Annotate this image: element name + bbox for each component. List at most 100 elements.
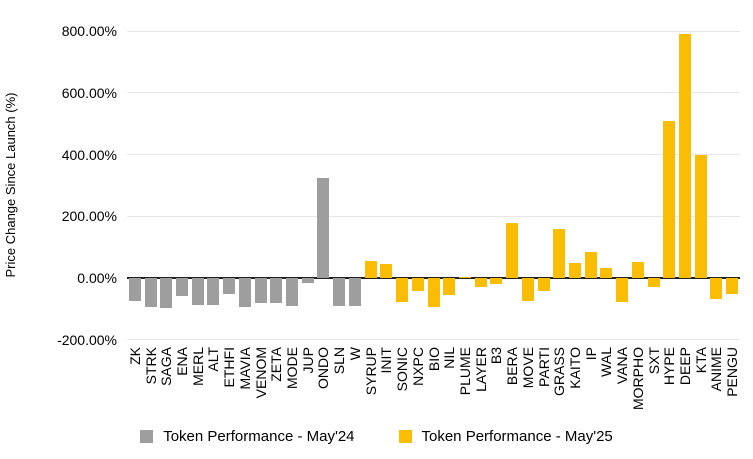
x-tick-label: VANA [614, 347, 631, 385]
x-tick-label: PENGU [724, 347, 741, 397]
x-label-slot: GRASS [551, 347, 567, 423]
x-tick-label: MORPHO [629, 347, 646, 410]
x-label-slot: MOVE [520, 347, 536, 423]
bar-sln [333, 278, 346, 306]
x-tick-label: ANIME [708, 347, 725, 392]
x-tick-label: BIO [425, 347, 442, 372]
x-label-slot: WAL [598, 347, 615, 423]
legend-label: Token Performance - May'24 [163, 428, 355, 445]
legend-swatch-icon [140, 430, 154, 443]
bar-mode [286, 278, 299, 306]
bar-ip [584, 252, 597, 279]
bar-move [521, 278, 534, 302]
x-label-slot: DEEP [677, 347, 693, 423]
x-tick-label: NIL [441, 347, 458, 369]
x-tick-label: STRK [142, 347, 159, 385]
bar-alt [207, 278, 220, 306]
x-label-slot: MORPHO [630, 347, 646, 423]
y-tick-label: -200.00% [57, 332, 117, 348]
x-label-slot: VENOM [253, 347, 269, 423]
x-label-slot: ETHFI [221, 347, 237, 423]
y-tick-label: 200.00% [61, 208, 117, 225]
y-tick-label: 400.00% [61, 146, 117, 163]
bar-parti [537, 278, 550, 292]
x-tick-label: HYPE [661, 347, 678, 386]
gridline [127, 339, 740, 340]
x-tick-label: KAITO [566, 347, 583, 389]
x-label-slot: W [347, 347, 363, 423]
x-label-slot: SXT [646, 347, 662, 423]
bar-mavia [238, 278, 251, 307]
y-tick-label: 800.00% [61, 23, 117, 39]
legend-item: Token Performance - May'24 [140, 428, 355, 445]
x-tick-label: BERA [504, 347, 521, 386]
bar-vana [616, 278, 629, 303]
bar-syrup [364, 260, 377, 279]
x-tick-label: PLUME [456, 347, 473, 396]
x-label-slot: ONDO [315, 347, 332, 423]
bar-bio [427, 278, 440, 307]
bar-zeta [270, 278, 283, 303]
bar-jup [301, 278, 314, 284]
x-label-slot: ANIME [708, 347, 725, 423]
bar-ondo [317, 177, 330, 279]
x-label-slot: INIT [378, 347, 395, 423]
bar-layer [474, 278, 487, 288]
x-label-slot: MERL [190, 347, 206, 423]
legend: Token Performance - May'24 Token Performa… [0, 428, 753, 445]
x-label-slot: VANA [614, 347, 630, 423]
gridline [127, 154, 740, 156]
x-tick-label: MOVE [519, 347, 536, 389]
x-label-slot: HYPE [661, 347, 677, 423]
bar-venom [254, 278, 267, 303]
x-tick-label: INIT [378, 347, 395, 374]
bar-kta [694, 154, 707, 279]
bar-deep [678, 34, 691, 279]
bar-ena [176, 278, 188, 296]
x-tick-label: JUP [299, 347, 316, 374]
bar-nil [443, 278, 456, 295]
bar-plume [458, 276, 471, 279]
x-label-slot: ENA [174, 347, 190, 423]
x-tick-label: W [346, 347, 363, 361]
y-tick-label: 600.00% [61, 84, 117, 101]
bar-sxt [647, 278, 660, 287]
x-label-slot: STRK [143, 347, 159, 423]
bar-w [348, 278, 361, 306]
gridline [127, 215, 740, 217]
x-tick-label: LAYER [472, 347, 489, 392]
x-label-slot: SLN [331, 347, 347, 423]
bar-wal [600, 268, 613, 279]
bar-bera [506, 223, 519, 279]
x-tick-label: NXPC [409, 347, 426, 386]
x-label-slot: MODE [284, 347, 300, 423]
legend-item: Token Performance - May'25 [398, 428, 613, 445]
x-tick-label: ETHFI [221, 347, 238, 388]
bar-b3 [490, 278, 503, 285]
x-tick-label: MAVIA [236, 347, 253, 390]
gridline [127, 92, 740, 94]
x-axis-labels: ZK STRK SAGA ENA MERL ALT ETHFI MAVIA VENOM ZETA M… [127, 347, 740, 423]
bar-zk [128, 278, 141, 302]
x-tick-label: WAL [598, 347, 615, 377]
x-tick-label: IP [582, 347, 599, 361]
x-tick-label: ZETA [268, 347, 285, 382]
x-label-slot: IP [583, 347, 599, 423]
x-tick-label: SLN [331, 347, 348, 375]
x-label-slot: ZETA [268, 347, 284, 423]
x-label-slot: LAYER [473, 347, 489, 423]
bar-init [380, 264, 393, 279]
x-tick-label: KTA [692, 347, 709, 374]
bar-sonic [396, 278, 409, 302]
x-label-slot: BIO [426, 347, 442, 423]
bar-saga [160, 278, 173, 308]
plot-area [127, 30, 740, 340]
x-tick-label: SAGA [158, 347, 175, 386]
x-label-slot: KAITO [567, 347, 583, 423]
x-tick-label: ONDO [315, 347, 332, 389]
legend-label: Token Performance - May'25 [421, 428, 613, 445]
x-label-slot: ZK [127, 347, 143, 423]
x-tick-label: MERL [189, 347, 206, 386]
legend-swatch-icon [398, 430, 412, 443]
